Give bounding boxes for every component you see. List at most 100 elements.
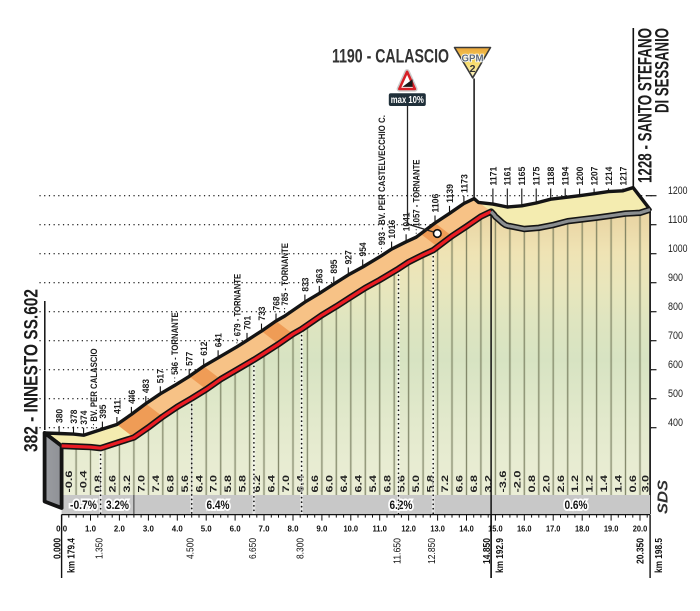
svg-text:927: 927 xyxy=(344,250,354,264)
svg-text:7.0: 7.0 xyxy=(136,475,147,493)
svg-text:1217: 1217 xyxy=(618,167,628,186)
svg-text:max 10%: max 10% xyxy=(391,94,424,106)
svg-text:GPM: GPM xyxy=(462,54,484,65)
svg-text:768: 768 xyxy=(271,296,281,310)
svg-text:641: 641 xyxy=(214,333,224,347)
svg-text:411: 411 xyxy=(112,400,122,414)
svg-text:1000: 1000 xyxy=(668,243,688,255)
svg-text:446: 446 xyxy=(127,390,137,404)
svg-text:483: 483 xyxy=(141,379,151,393)
svg-text:6.2: 6.2 xyxy=(252,475,263,493)
svg-text:1.2: 1.2 xyxy=(570,475,581,493)
svg-text:2.0: 2.0 xyxy=(541,475,552,493)
svg-text:6.6: 6.6 xyxy=(310,475,321,493)
svg-text:-0.4: -0.4 xyxy=(79,470,90,493)
svg-text:612: 612 xyxy=(199,342,209,356)
svg-text:0.6: 0.6 xyxy=(628,475,639,493)
svg-text:374: 374 xyxy=(79,410,89,425)
svg-text:7.0: 7.0 xyxy=(259,524,270,534)
svg-text:4.0: 4.0 xyxy=(172,524,183,534)
svg-text:6.2%: 6.2% xyxy=(390,498,413,512)
svg-text:1200: 1200 xyxy=(668,185,688,197)
svg-text:1041: 1041 xyxy=(402,213,412,232)
svg-text:2.0: 2.0 xyxy=(114,524,125,534)
svg-text:1173: 1173 xyxy=(459,174,469,193)
svg-text:DI SESSANIO: DI SESSANIO xyxy=(653,28,674,113)
svg-text:7.0: 7.0 xyxy=(281,475,292,493)
svg-text:679 - TORNANTE: 679 - TORNANTE xyxy=(232,274,242,337)
svg-text:378: 378 xyxy=(69,410,79,424)
svg-text:6.0: 6.0 xyxy=(230,524,241,534)
svg-text:1057 - TORNANTE: 1057 - TORNANTE xyxy=(412,160,422,227)
svg-text:1.2: 1.2 xyxy=(585,475,596,493)
svg-text:6.4%: 6.4% xyxy=(207,498,230,512)
svg-text:3.0: 3.0 xyxy=(640,475,651,493)
svg-text:1214: 1214 xyxy=(604,166,614,186)
svg-text:6.8: 6.8 xyxy=(382,475,393,493)
svg-text:5.0: 5.0 xyxy=(201,524,212,534)
svg-text:1161: 1161 xyxy=(503,167,513,186)
svg-text:895: 895 xyxy=(329,260,339,274)
svg-text:3.2%: 3.2% xyxy=(106,498,129,512)
svg-text:382 - INNESTO SS.602: 382 - INNESTO SS.602 xyxy=(22,289,43,452)
svg-text:833: 833 xyxy=(300,278,310,292)
svg-text:1200: 1200 xyxy=(575,167,585,186)
svg-text:3.2: 3.2 xyxy=(122,475,133,493)
svg-text:15.0: 15.0 xyxy=(488,524,503,534)
svg-text:0.8: 0.8 xyxy=(93,475,104,493)
svg-text:1171: 1171 xyxy=(488,167,498,186)
svg-text:km 179.4: km 179.4 xyxy=(66,538,78,573)
svg-text:993 - BV. PER CASTELVECCHIO C.: 993 - BV. PER CASTELVECCHIO C. xyxy=(377,115,387,245)
svg-text:8.300: 8.300 xyxy=(295,538,307,559)
svg-text:3.2: 3.2 xyxy=(484,475,495,493)
svg-text:1.350: 1.350 xyxy=(94,538,106,559)
svg-text:900: 900 xyxy=(668,272,683,284)
svg-text:14.850: 14.850 xyxy=(481,538,493,564)
svg-text:4.500: 4.500 xyxy=(185,538,197,559)
svg-text:1100: 1100 xyxy=(668,214,688,226)
svg-text:5.4: 5.4 xyxy=(368,474,379,492)
svg-text:1016: 1016 xyxy=(387,220,397,239)
svg-text:600: 600 xyxy=(668,359,683,371)
svg-text:6.4: 6.4 xyxy=(339,474,350,492)
svg-text:1106: 1106 xyxy=(430,194,440,213)
svg-text:1175: 1175 xyxy=(532,167,542,186)
svg-text:km 198.5: km 198.5 xyxy=(653,538,665,573)
svg-text:5.8: 5.8 xyxy=(426,475,437,493)
svg-text:17.0: 17.0 xyxy=(546,524,561,534)
svg-text:395: 395 xyxy=(98,405,108,419)
svg-text:6.8: 6.8 xyxy=(469,475,480,493)
svg-text:19.0: 19.0 xyxy=(604,524,619,534)
svg-text:1165: 1165 xyxy=(517,167,527,186)
svg-text:701: 701 xyxy=(242,316,252,330)
svg-text:-0.7%: -0.7% xyxy=(70,498,97,512)
svg-text:2.6: 2.6 xyxy=(108,475,119,493)
svg-text:1207: 1207 xyxy=(590,167,600,186)
svg-text:6.4: 6.4 xyxy=(353,474,364,492)
svg-text:5.8: 5.8 xyxy=(223,475,234,493)
svg-text:5.0: 5.0 xyxy=(411,475,422,493)
svg-text:954: 954 xyxy=(358,242,368,257)
svg-text:1228 - SANTO STEFANO: 1228 - SANTO STEFANO xyxy=(636,28,657,183)
svg-text:3.0: 3.0 xyxy=(143,524,154,534)
svg-text:-0.6: -0.6 xyxy=(64,471,75,493)
svg-text:6.4: 6.4 xyxy=(194,474,205,492)
svg-text:400: 400 xyxy=(668,417,683,429)
svg-text:1194: 1194 xyxy=(561,166,571,186)
svg-text:6.6: 6.6 xyxy=(455,475,466,493)
svg-text:13.0: 13.0 xyxy=(430,524,445,534)
svg-text:km 192.9: km 192.9 xyxy=(494,538,506,573)
svg-text:380: 380 xyxy=(55,409,65,423)
svg-text:577: 577 xyxy=(185,352,195,366)
svg-text:1.0: 1.0 xyxy=(85,524,96,534)
svg-text:8.0: 8.0 xyxy=(288,524,299,534)
svg-text:546 - TORNANTE: 546 - TORNANTE xyxy=(170,312,180,375)
svg-text:11.650: 11.650 xyxy=(392,538,404,564)
svg-text:517: 517 xyxy=(156,369,166,383)
svg-text:20.350: 20.350 xyxy=(635,538,647,564)
svg-text:SDS: SDS xyxy=(656,480,672,514)
svg-text:12.0: 12.0 xyxy=(401,524,416,534)
svg-text:11.0: 11.0 xyxy=(372,524,387,534)
svg-text:1139: 1139 xyxy=(445,184,455,203)
svg-text:-3.6: -3.6 xyxy=(498,471,509,493)
